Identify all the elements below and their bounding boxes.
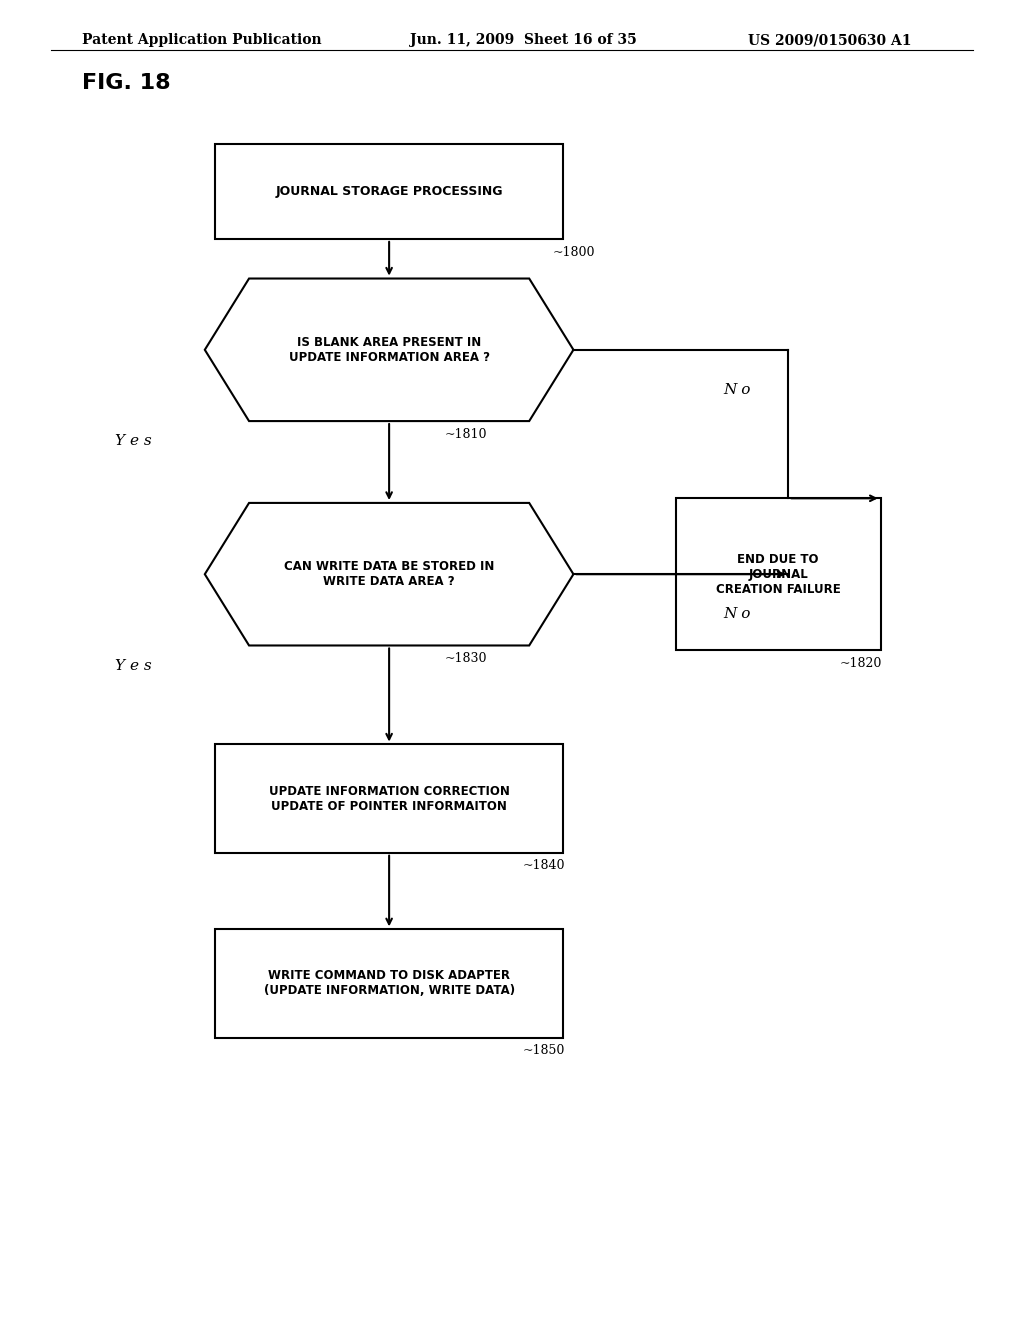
Text: US 2009/0150630 A1: US 2009/0150630 A1: [748, 33, 911, 48]
Text: JOURNAL STORAGE PROCESSING: JOURNAL STORAGE PROCESSING: [275, 185, 503, 198]
FancyBboxPatch shape: [215, 144, 563, 239]
FancyBboxPatch shape: [215, 744, 563, 853]
Text: ~1840: ~1840: [522, 859, 565, 873]
Text: ~1830: ~1830: [444, 652, 487, 665]
Text: UPDATE INFORMATION CORRECTION
UPDATE OF POINTER INFORMAITON: UPDATE INFORMATION CORRECTION UPDATE OF …: [268, 784, 510, 813]
Text: Y e s: Y e s: [115, 659, 152, 673]
Text: WRITE COMMAND TO DISK ADAPTER
(UPDATE INFORMATION, WRITE DATA): WRITE COMMAND TO DISK ADAPTER (UPDATE IN…: [263, 969, 515, 998]
Polygon shape: [205, 279, 573, 421]
Text: ~1800: ~1800: [553, 246, 596, 259]
Text: Jun. 11, 2009  Sheet 16 of 35: Jun. 11, 2009 Sheet 16 of 35: [410, 33, 636, 48]
FancyBboxPatch shape: [215, 929, 563, 1038]
Text: N o: N o: [724, 607, 751, 622]
Text: ~1820: ~1820: [840, 657, 882, 669]
Text: Y e s: Y e s: [115, 434, 152, 449]
Text: N o: N o: [724, 383, 751, 397]
Text: Patent Application Publication: Patent Application Publication: [82, 33, 322, 48]
Text: ~1810: ~1810: [444, 428, 487, 441]
Text: CAN WRITE DATA BE STORED IN
WRITE DATA AREA ?: CAN WRITE DATA BE STORED IN WRITE DATA A…: [284, 560, 495, 589]
Polygon shape: [205, 503, 573, 645]
Text: FIG. 18: FIG. 18: [82, 73, 171, 92]
Text: IS BLANK AREA PRESENT IN
UPDATE INFORMATION AREA ?: IS BLANK AREA PRESENT IN UPDATE INFORMAT…: [289, 335, 489, 364]
FancyBboxPatch shape: [676, 499, 881, 651]
Text: ~1850: ~1850: [522, 1044, 564, 1057]
Text: END DUE TO
JOURNAL
CREATION FAILURE: END DUE TO JOURNAL CREATION FAILURE: [716, 553, 841, 595]
